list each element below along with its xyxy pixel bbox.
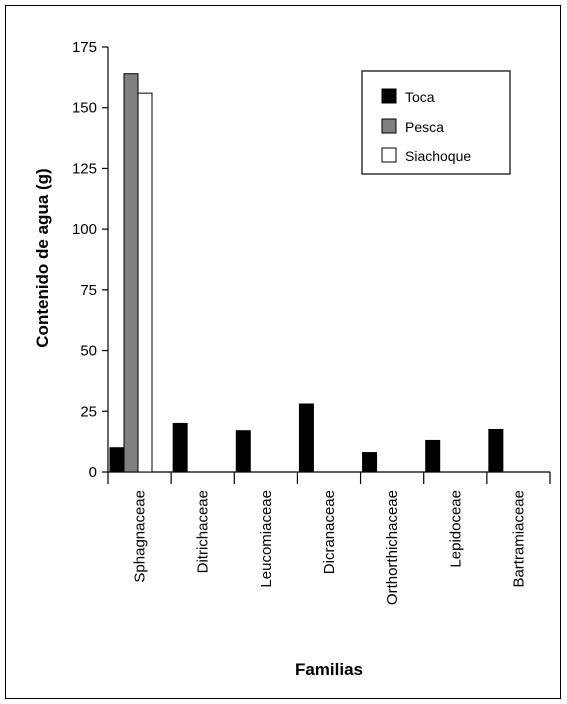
- x-tick-labels: Sphagnaceae Ditrichaceae Leucomiaceae Dicra…: [132, 490, 528, 605]
- y-tick-label: 50: [80, 343, 97, 360]
- x-tick-label: Bartramiaceae: [510, 490, 527, 588]
- y-tick-label: 25: [80, 403, 97, 420]
- chart-frame: [5, 5, 561, 699]
- bar-toca-orthorthichaceae: [362, 452, 378, 473]
- legend: Toca Pesca Siachoque: [361, 70, 511, 175]
- legend-swatch-pesca: [381, 118, 397, 134]
- y-axis-title: Contenido de agua (g): [33, 168, 52, 347]
- y-tick-label: 0: [89, 464, 97, 481]
- bar-toca-bartramiaceae: [488, 429, 504, 473]
- legend-label-siachoque: Siachoque: [405, 148, 471, 164]
- bars: [109, 73, 504, 473]
- x-axis-title: Familias: [295, 660, 363, 679]
- x-ticks: [107, 472, 551, 484]
- x-tick-label: Ditrichaceae: [195, 490, 212, 573]
- y-tick-label: 125: [72, 160, 97, 177]
- y-tick-label: 175: [72, 39, 97, 56]
- bar-toca-sphagnaceae: [109, 447, 125, 473]
- legend-swatch-toca: [381, 88, 397, 104]
- bar-pesca-sphagnaceae: [123, 73, 139, 473]
- x-tick-label: Leucomiaceae: [258, 490, 275, 588]
- x-tick-label: Sphagnaceae: [132, 490, 149, 583]
- bar-siachoque-sphagnaceae: [137, 92, 153, 473]
- bar-toca-lepidoceae: [425, 439, 441, 473]
- bar-toca-leucomiaceae: [235, 430, 251, 473]
- x-tick-label: Dicranaceae: [321, 490, 338, 574]
- y-ticks: 0 25 50 75 100 125 150 175: [72, 39, 108, 481]
- x-tick-label: Lepidoceae: [447, 490, 464, 568]
- legend-label-toca: Toca: [405, 89, 435, 105]
- x-tick-label: Orthorthichaceae: [384, 490, 401, 605]
- legend-label-pesca: Pesca: [405, 119, 444, 135]
- y-tick-label: 150: [72, 100, 97, 117]
- y-tick-label: 75: [80, 282, 97, 299]
- bar-toca-dicranaceae: [298, 403, 314, 473]
- legend-swatch-siachoque: [381, 147, 397, 163]
- y-tick-label: 100: [72, 221, 97, 238]
- bar-toca-ditrichaceae: [172, 422, 188, 473]
